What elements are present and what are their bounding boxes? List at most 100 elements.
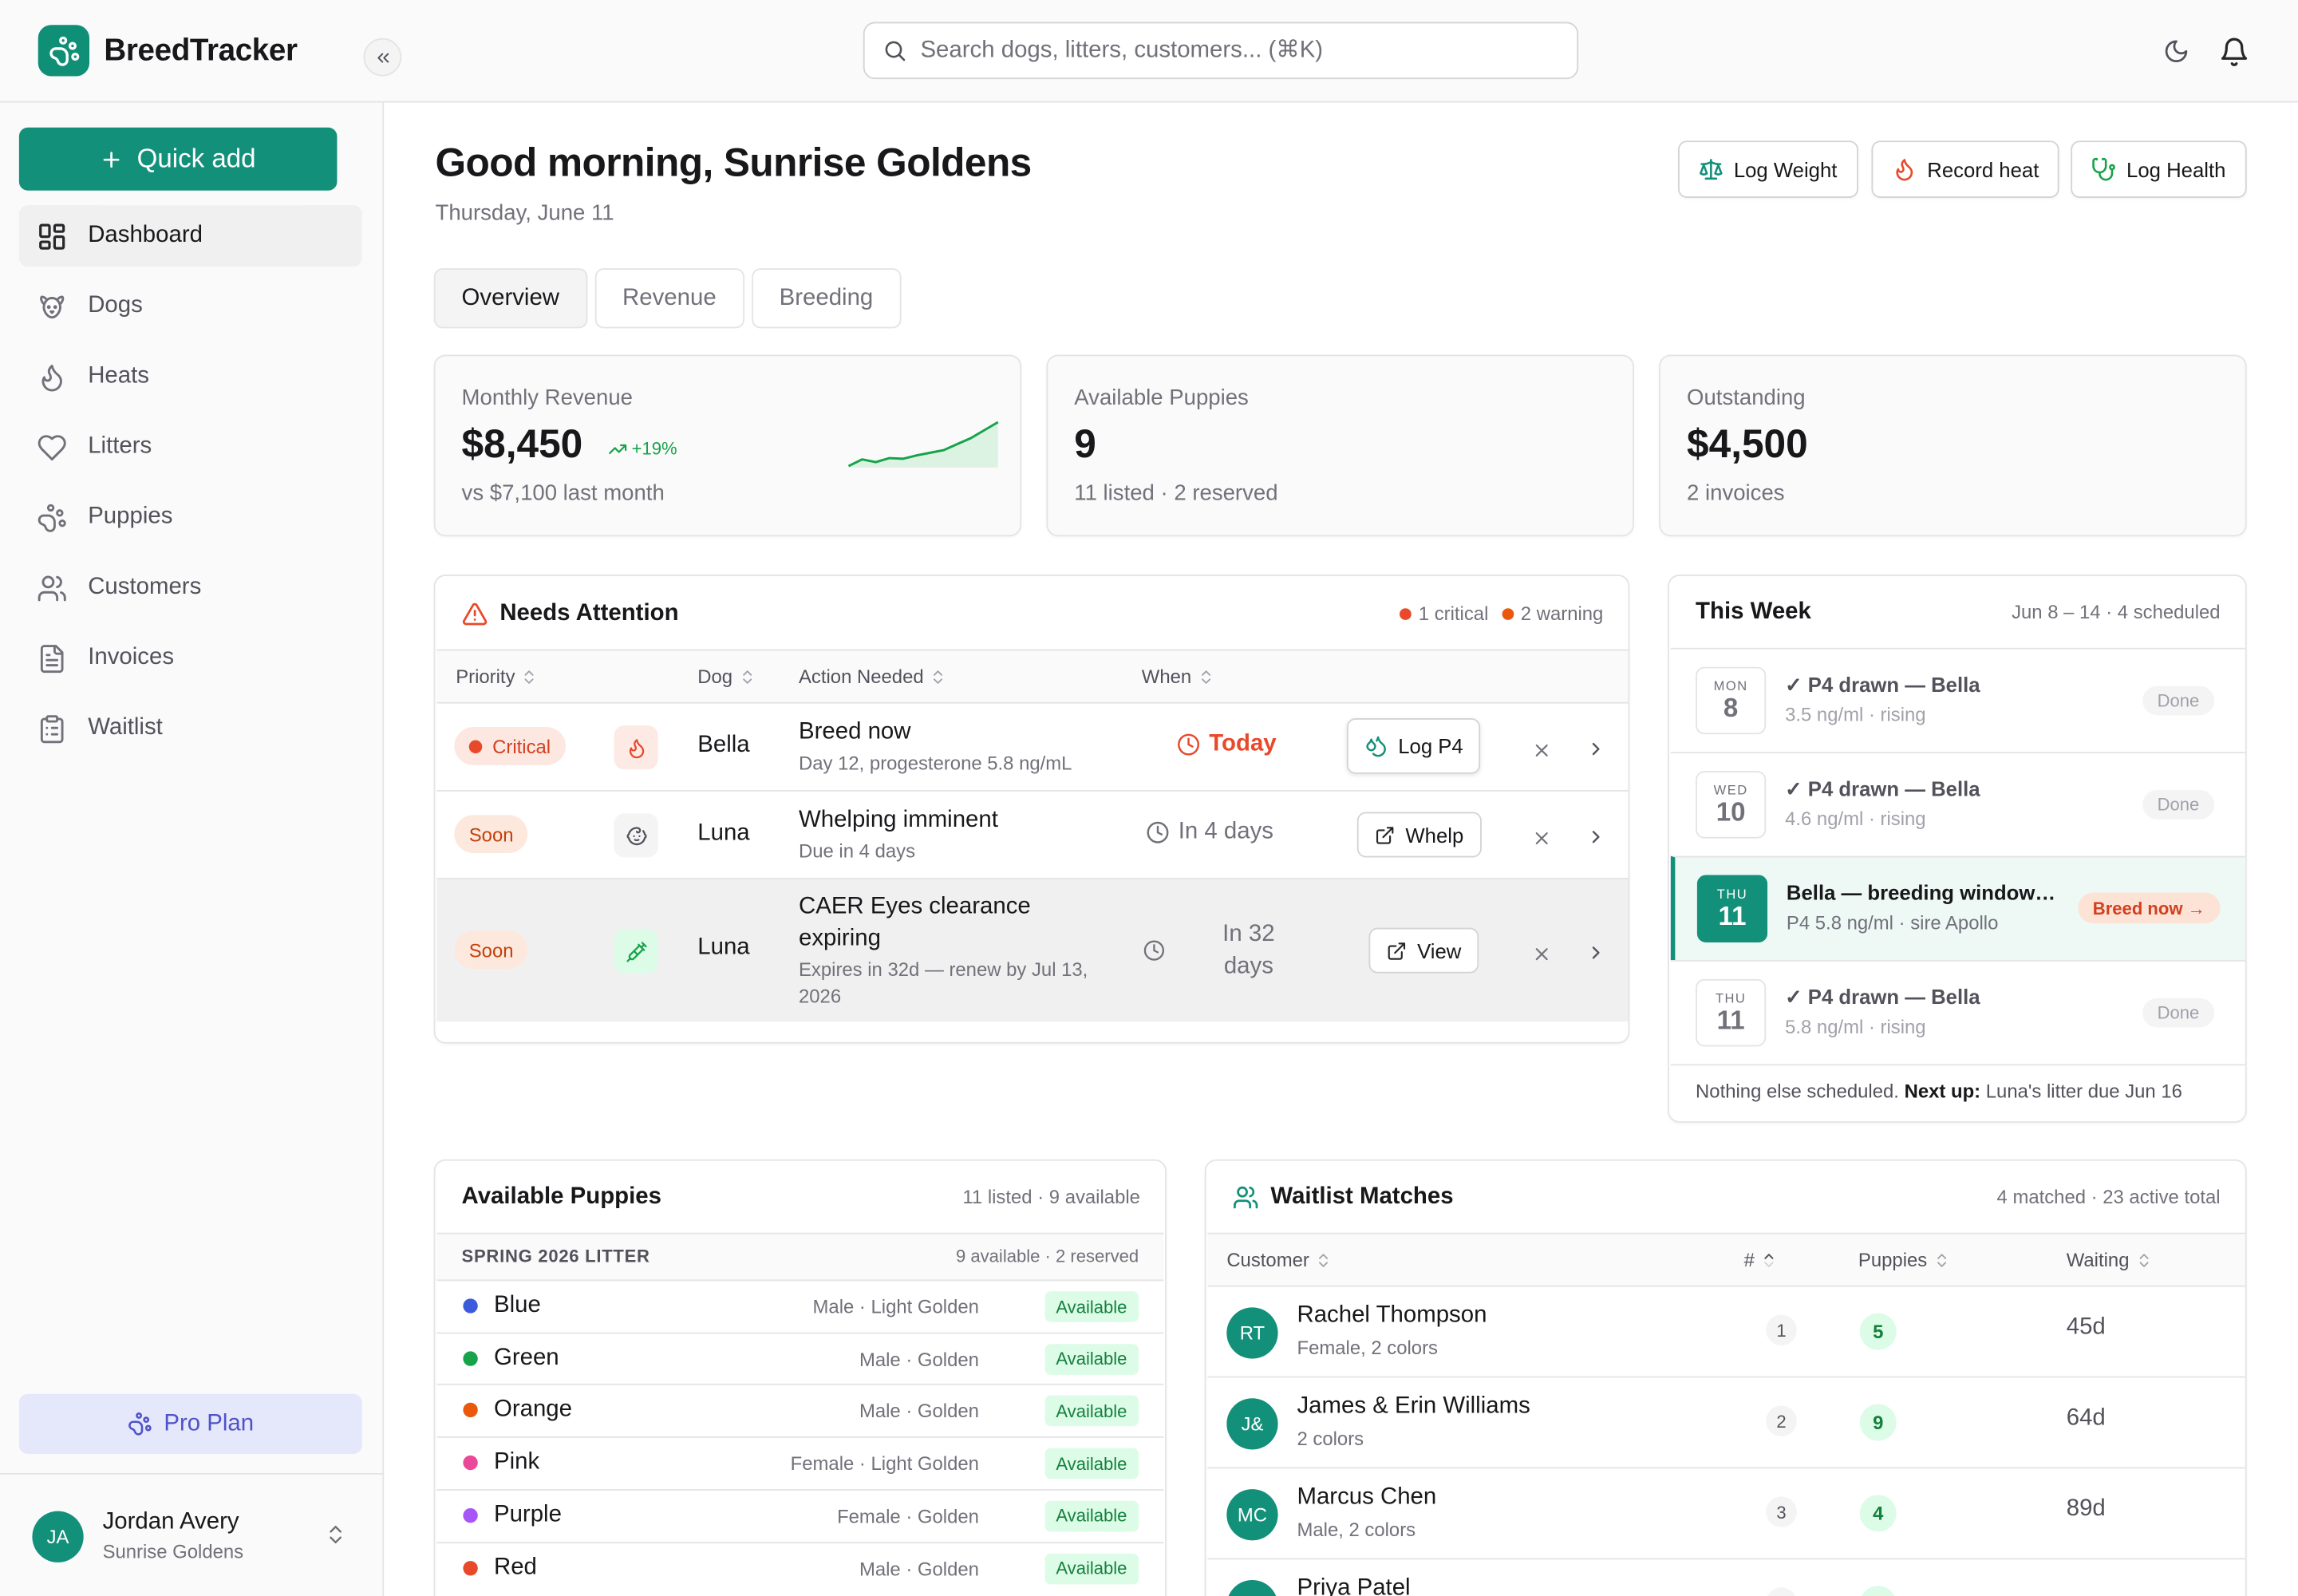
- outstanding-card[interactable]: Outstanding $4,500 2 invoices: [1659, 354, 2247, 537]
- dog-name[interactable]: Bella: [697, 733, 750, 758]
- col-when[interactable]: When: [1142, 666, 1215, 687]
- syringe-icon: [614, 929, 658, 974]
- log-p4-button[interactable]: Log P4: [1346, 717, 1481, 774]
- view-button[interactable]: View: [1368, 927, 1479, 974]
- pro-plan-button[interactable]: Pro Plan: [18, 1393, 362, 1455]
- priority-badge-critical: Critical: [454, 727, 566, 765]
- collapse-sidebar-button[interactable]: [363, 38, 402, 77]
- monthly-revenue-card[interactable]: Monthly Revenue $8,450 +19% vs $7,100 la…: [433, 354, 1022, 537]
- sidebar-item-heats[interactable]: Heats: [19, 346, 362, 407]
- dark-mode-toggle-moon-icon[interactable]: [2160, 35, 2192, 67]
- chevron-right-icon[interactable]: [1583, 736, 1609, 762]
- log-health-button[interactable]: Log Health: [2071, 140, 2247, 198]
- sidebar-item-litters[interactable]: Litters: [19, 417, 362, 478]
- table-row[interactable]: Soon Luna CAER Eyes clearance expiring E…: [436, 878, 1629, 1022]
- col-waiting[interactable]: Waiting: [2067, 1249, 2153, 1270]
- chevron-right-icon[interactable]: [1583, 939, 1609, 966]
- log-health-label: Log Health: [2126, 157, 2226, 181]
- page-title: Good morning, Sunrise Goldens: [435, 140, 1032, 185]
- puppy-color-dot: [463, 1350, 478, 1366]
- dismiss-x-icon[interactable]: [1529, 825, 1555, 851]
- puppy-row[interactable]: Purple Female · Golden Available: [436, 1488, 1164, 1542]
- dog-name[interactable]: Luna: [697, 934, 750, 961]
- trending-up-icon: [608, 439, 627, 458]
- schedule-item[interactable]: WED 10 ✓ P4 drawn — Bella 4.6 ng/ml · ris…: [1670, 752, 2245, 855]
- schedule-item[interactable]: MON 8 ✓ P4 drawn — Bella 3.5 ng/ml · risi…: [1670, 647, 2245, 752]
- chevrons-up-down-icon[interactable]: [324, 1523, 347, 1546]
- chevron-right-icon[interactable]: [1583, 824, 1609, 850]
- puppy-row[interactable]: Blue Male · Light Golden Available: [436, 1279, 1164, 1332]
- sort-ascending-icon: [1760, 1251, 1778, 1269]
- sidebar-item-dashboard[interactable]: Dashboard: [18, 205, 362, 267]
- user-menu[interactable]: JA Jordan Avery Sunrise Goldens: [0, 1472, 385, 1596]
- event-detail: 4.6 ng/ml · rising: [1785, 808, 1926, 830]
- stat-sub: 2 invoices: [1687, 480, 1785, 506]
- customer-name[interactable]: Rachel Thompson: [1297, 1302, 1487, 1329]
- record-heat-button[interactable]: Record heat: [1871, 140, 2060, 198]
- schedule-item-highlighted[interactable]: THU 11 Bella — breeding window… P4 5.8 ng…: [1670, 855, 2245, 961]
- whelp-button[interactable]: Whelp: [1356, 812, 1482, 858]
- available-puppies-card[interactable]: Available Puppies 9 11 listed · 2 reserv…: [1046, 354, 1634, 537]
- app-name: BreedTracker: [104, 33, 298, 67]
- sort-icon: [1198, 668, 1215, 685]
- external-link-icon: [1387, 940, 1408, 961]
- tab-revenue[interactable]: Revenue: [594, 268, 744, 329]
- external-link-icon: [1375, 824, 1396, 845]
- quick-add-button[interactable]: Quick add: [18, 127, 338, 191]
- table-row[interactable]: Soon Luna Whelping imminent Due in 4 day…: [436, 789, 1629, 878]
- dismiss-x-icon[interactable]: [1529, 941, 1555, 967]
- breed-now-badge[interactable]: Breed now →: [2078, 892, 2221, 924]
- sidebar-item-dogs[interactable]: Dogs: [19, 275, 362, 337]
- table-row[interactable]: RT Rachel Thompson Female, 2 colors 1 5 45d: [1207, 1285, 2245, 1377]
- table-row[interactable]: MC Marcus Chen Male, 2 colors 3 4 89d: [1207, 1467, 2245, 1558]
- puppy-row[interactable]: Red Male · Golden Available: [436, 1541, 1164, 1594]
- sidebar-item-invoices[interactable]: Invoices: [19, 627, 362, 689]
- dismiss-x-icon[interactable]: [1529, 737, 1555, 764]
- sidebar-item-waitlist[interactable]: Waitlist: [19, 697, 362, 759]
- col-customer[interactable]: Customer: [1226, 1249, 1333, 1270]
- col-rank[interactable]: #: [1744, 1249, 1779, 1270]
- sidebar-item-label: Litters: [88, 433, 152, 459]
- search-icon: [882, 38, 907, 63]
- puppy-color-dot: [463, 1456, 478, 1471]
- col-priority[interactable]: Priority: [456, 666, 539, 687]
- table-row[interactable]: Critical Bella Breed now Day 12, progest…: [436, 701, 1629, 790]
- customer-name[interactable]: James & Erin Williams: [1297, 1393, 1530, 1419]
- next-up-text: Luna's litter due Jun 16: [1985, 1080, 2182, 1103]
- brand[interactable]: BreedTracker: [38, 25, 298, 77]
- sidebar-item-label: Customers: [88, 574, 202, 600]
- search-bar[interactable]: [863, 22, 1579, 80]
- table-row[interactable]: J& James & Erin Williams 2 colors 2 9 64d: [1207, 1376, 2245, 1468]
- waitlist-summary: 4 matched · 23 active total: [1996, 1185, 2221, 1208]
- dog-name[interactable]: Luna: [697, 820, 750, 846]
- puppy-name: Blue: [493, 1292, 541, 1318]
- rank-badge: 3: [1766, 1496, 1797, 1527]
- users-icon: [37, 572, 68, 603]
- sidebar-item-customers[interactable]: Customers: [19, 557, 362, 618]
- schedule-item[interactable]: THU 11 ✓ P4 drawn — Bella 5.8 ng/ml · ris…: [1670, 960, 2245, 1064]
- col-puppies[interactable]: Puppies: [1858, 1249, 1951, 1270]
- col-action[interactable]: Action Needed: [799, 666, 947, 687]
- col-dog[interactable]: Dog: [697, 666, 756, 687]
- avatar: PP: [1226, 1579, 1278, 1596]
- event-detail: P4 5.8 ng/ml · sire Apollo: [1786, 911, 1999, 934]
- customer-name[interactable]: Marcus Chen: [1297, 1484, 1437, 1510]
- puppy-row[interactable]: Pink Female · Light Golden Available: [436, 1436, 1164, 1489]
- log-weight-button[interactable]: Log Weight: [1678, 140, 1858, 198]
- stethoscope-icon: [2091, 157, 2116, 182]
- table-row[interactable]: PP Priya Patel 4: [1207, 1558, 2245, 1596]
- notifications-bell-icon[interactable]: [2217, 35, 2249, 67]
- puppy-row[interactable]: Green Male · Golden Available: [436, 1331, 1164, 1385]
- event-detail: 3.5 ng/ml · rising: [1785, 703, 1926, 726]
- sidebar-item-puppies[interactable]: Puppies: [19, 487, 362, 548]
- search-input[interactable]: [920, 37, 1536, 64]
- tab-overview[interactable]: Overview: [433, 268, 587, 329]
- button-label: View: [1417, 938, 1462, 962]
- litter-header: SPRING 2026 LITTER 9 available · 2 reser…: [436, 1232, 1164, 1280]
- week-range: Jun 8 – 14 · 4 scheduled: [2012, 601, 2221, 623]
- puppy-row[interactable]: Orange Male · Golden Available: [436, 1384, 1164, 1437]
- flame-icon: [1892, 157, 1917, 182]
- tab-breeding[interactable]: Breeding: [751, 268, 902, 329]
- status-badge: Done: [2142, 685, 2214, 716]
- customer-name[interactable]: Priya Patel: [1297, 1575, 1411, 1596]
